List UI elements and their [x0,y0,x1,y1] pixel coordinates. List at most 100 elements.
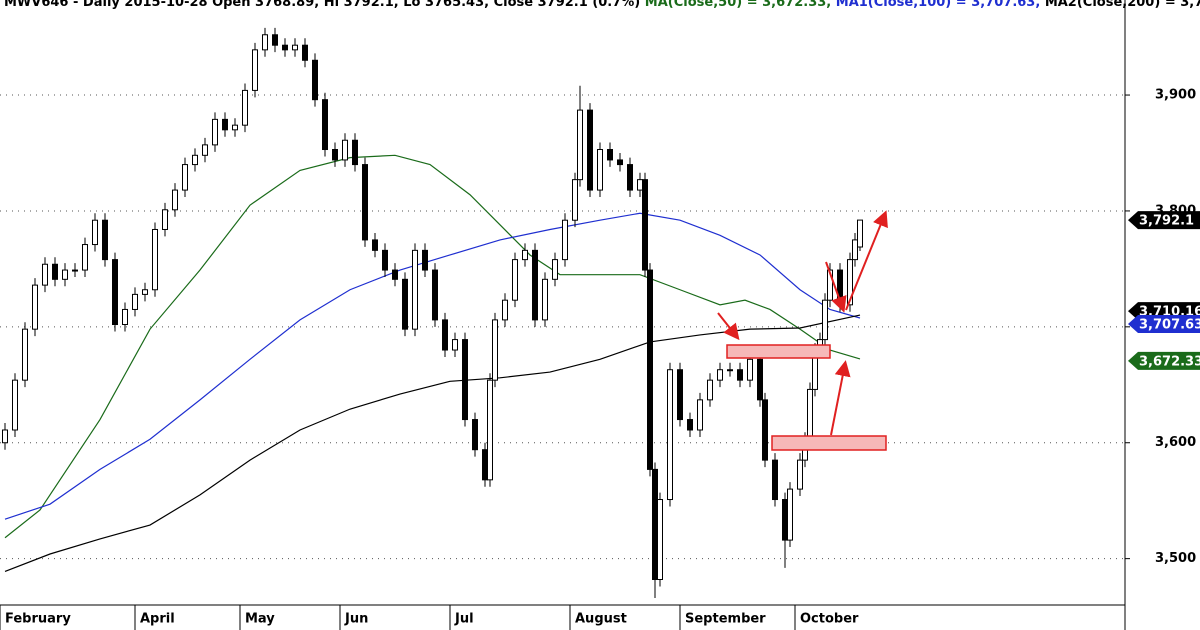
legend-entry: MA2(Close,200) = 3,71 [1045,0,1200,10]
candle-body [657,499,663,581]
candle-body [607,149,613,161]
candle-body [772,459,778,501]
candle-body [422,249,428,271]
x-tick-label: Jun [344,612,368,627]
candle-body [442,319,448,351]
annotation-box [771,435,887,451]
candle-body [617,159,623,166]
y-tick-label: 3,900 [1155,88,1196,103]
price-badge [1128,314,1200,333]
chart-title: MWV646 - Daily 2015-10-28 Open 3768.89, … [4,0,1200,10]
candle-body [482,449,488,481]
x-tick-label: April [140,612,175,627]
ma-line [4,212,861,520]
candle-body [172,189,178,211]
candle-body [587,109,593,191]
x-tick-label: Jul [454,612,474,627]
candle-body [162,209,168,230]
ma-lines [4,154,861,572]
candle-body [697,399,703,431]
candle-body [857,219,863,248]
price-badge-label: 3,707.63 [1139,317,1200,332]
candle-body [82,244,88,271]
price-badge-label: 3,792.1 [1139,214,1194,229]
x-tick-label: September [685,612,766,627]
annotation-box [726,344,831,359]
candle-body [62,269,68,280]
annotation-arrow [825,261,847,313]
candle-body [492,319,498,381]
candle-body [532,249,538,321]
legend-entry: MA(Close,50) = 3,672.33, [645,0,831,10]
candle-body [12,379,18,431]
candle-body [452,339,458,351]
candle-body [432,269,438,321]
y-tick-label: 3,600 [1155,435,1196,450]
candle-body [142,289,148,295]
candle-body [737,369,743,381]
candle-body [92,219,98,246]
legend-entry: MA1(Close,100) = 3,707.63, [836,0,1041,10]
candle-body [72,269,78,272]
candle-body [302,44,308,61]
candle-body [677,369,683,421]
candle-body [2,429,8,444]
candle-body [502,299,508,321]
candle-body [807,388,813,440]
candle-body [717,369,723,381]
candle-body [487,379,493,481]
candle-body [462,339,468,421]
candle-body [332,149,338,161]
candle-body [122,308,128,326]
candle-body [687,419,693,431]
x-tick-label: February [5,612,71,627]
price-badge [1128,211,1200,230]
candle-body [522,249,528,261]
candle-body [202,144,208,156]
x-tick-label: October [800,612,859,627]
y-tick-label: 3,500 [1155,551,1196,566]
candle-body [762,399,768,461]
candle-body [212,118,218,146]
candle-body [562,219,568,261]
candle-body [242,89,248,126]
candle-body [102,219,108,261]
candle-body [852,239,858,261]
price-badge-label: 3,672.33 [1139,354,1200,369]
candle-body [542,278,548,321]
candle-body [252,49,258,91]
candle-body [352,139,358,166]
candle-body [472,419,478,451]
candle-body [707,379,713,401]
candle-body [322,99,328,151]
candle-body [747,358,753,381]
candle-body [132,293,138,310]
candle-body [797,459,803,490]
candle-body [787,488,793,541]
candle-body [372,239,378,251]
ma-line [4,154,861,539]
x-tick-label: August [575,612,627,627]
candle-body [757,358,763,401]
candles [2,27,863,599]
candle-body [392,269,398,280]
candle-body [382,249,388,271]
candle-body [667,369,673,501]
annotation-arrow [830,360,851,436]
annotations [717,210,888,451]
price-badge [1128,351,1200,370]
candle-body [512,259,518,301]
candle-body [642,179,648,271]
candle-body [627,164,633,191]
candle-body [552,259,558,280]
annotation-arrow [717,312,740,341]
candle-body [847,259,853,306]
candle-body [597,149,603,191]
candle-body [782,499,788,541]
candle-body [182,164,188,191]
candle-body [342,139,348,161]
candle-body [52,263,58,280]
ma-line [4,314,861,572]
candle-body [22,328,28,381]
